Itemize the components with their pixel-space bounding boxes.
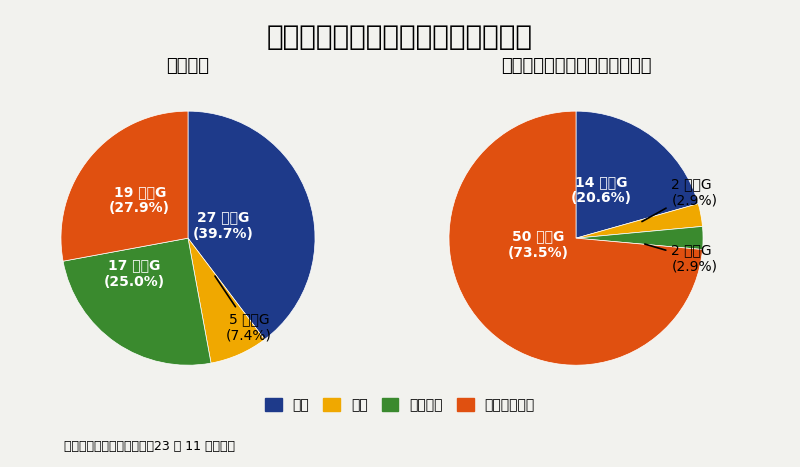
Text: 14 行・G
(20.6%): 14 行・G (20.6%) (571, 175, 632, 205)
Title: 決算短信: 決算短信 (166, 57, 210, 75)
Legend: 同時, 同日, 翌日以降, 英文開示なし: 同時, 同日, 翌日以降, 英文開示なし (259, 393, 541, 418)
Text: 17 行・G
(25.0%): 17 行・G (25.0%) (104, 259, 166, 289)
Text: 2 行・G
(2.9%): 2 行・G (2.9%) (645, 243, 718, 274)
Wedge shape (576, 111, 698, 238)
Wedge shape (188, 238, 265, 363)
Wedge shape (188, 111, 315, 340)
Title: 適時開示資料（決算短信除く）: 適時開示資料（決算短信除く） (501, 57, 651, 75)
Wedge shape (63, 238, 211, 365)
Text: 19 行・G
(27.9%): 19 行・G (27.9%) (110, 185, 170, 215)
Wedge shape (576, 204, 702, 238)
Wedge shape (61, 111, 188, 261)
Text: 5 行・G
(7.4%): 5 行・G (7.4%) (215, 276, 272, 342)
Text: 27 行・G
(39.7%): 27 行・G (39.7%) (193, 210, 254, 241)
Text: プライム上場銀の英文開示対応状況: プライム上場銀の英文開示対応状況 (267, 23, 533, 51)
Text: （注）東証資料より作成、23 年 11 月末時点: （注）東証資料より作成、23 年 11 月末時点 (64, 440, 235, 453)
Wedge shape (449, 111, 702, 365)
Wedge shape (576, 226, 703, 249)
Text: 50 行・G
(73.5%): 50 行・G (73.5%) (507, 229, 568, 260)
Text: 2 行・G
(2.9%): 2 行・G (2.9%) (642, 177, 718, 221)
